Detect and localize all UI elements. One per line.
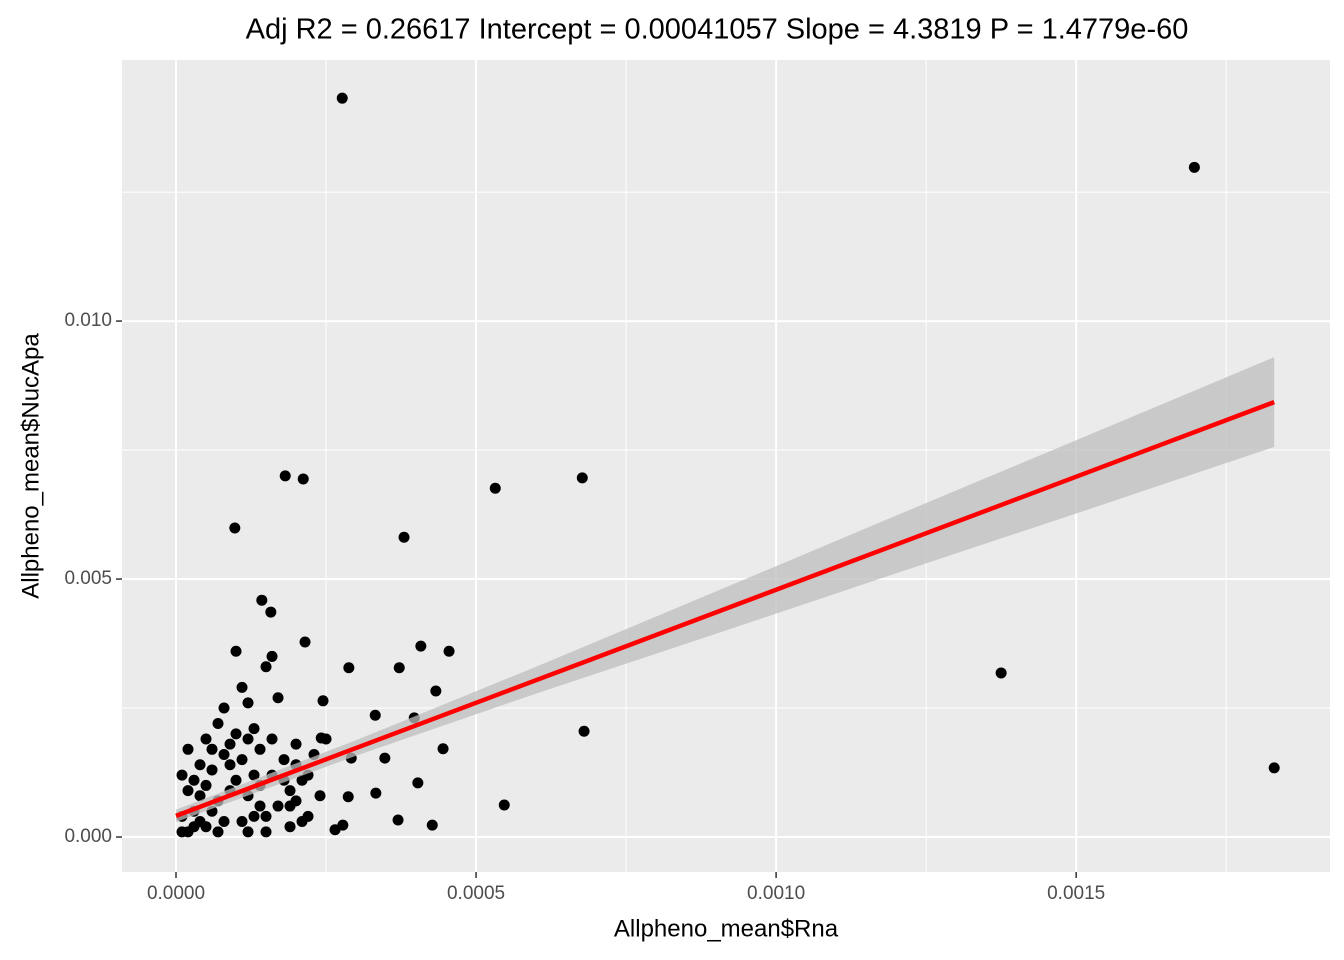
point [297,473,309,485]
point [260,810,272,822]
x-tick-label: 0.0000 [147,883,205,904]
point [218,816,230,828]
point [256,594,268,606]
point [279,470,291,482]
point [299,636,311,648]
point [398,531,410,543]
point [242,826,254,838]
point [314,790,326,802]
point [248,810,260,822]
chart-title: Adj R2 = 0.26617 Intercept = 0.00041057 … [246,14,1189,46]
regression-line [175,399,1275,818]
point [290,738,302,750]
point [412,777,424,789]
point [995,667,1007,679]
point [254,800,266,812]
point [1268,762,1280,774]
point [242,733,254,745]
point [369,709,381,721]
point [266,650,278,662]
y-tick-label: 0.000 [64,826,112,847]
point [230,728,242,740]
y-tick-label: 0.010 [64,310,112,331]
point [284,800,296,812]
point [182,785,194,797]
y-tick-label: 0.005 [64,568,112,589]
point [329,824,341,836]
point [272,800,284,812]
point [188,774,200,786]
point [224,738,236,750]
point [212,826,224,838]
point [194,816,206,828]
point [230,645,242,657]
point [176,826,188,838]
point [218,748,230,760]
point [248,769,260,781]
point [218,702,230,714]
point [194,759,206,771]
point [229,522,241,534]
point [236,754,248,766]
point [430,685,442,697]
point [342,791,354,803]
point [336,92,348,104]
point [265,606,277,618]
x-tick-label: 0.0010 [747,883,805,904]
point [236,681,248,693]
x-axis-title: Allpheno_mean$Rna [614,915,839,942]
point [206,743,218,755]
point [489,482,501,494]
point [443,645,455,657]
y-axis-title: Allpheno_mean$NucApa [17,333,44,599]
point [576,472,588,484]
point [260,661,272,673]
x-tick-label: 0.0015 [1047,883,1105,904]
point [343,662,355,674]
point [498,799,510,811]
point [242,697,254,709]
point [284,821,296,833]
point [578,725,590,737]
point [176,769,188,781]
x-tick-label: 0.0005 [447,883,505,904]
point [200,779,212,791]
point [236,816,248,828]
point [224,759,236,771]
point [415,640,427,652]
point [266,733,278,745]
point [379,752,391,764]
point [437,743,449,755]
point [230,774,242,786]
point [260,826,272,838]
point [278,754,290,766]
point [254,743,266,755]
confidence-band [176,357,1275,823]
point [370,787,382,799]
point [200,733,212,745]
point [272,692,284,704]
point [212,718,224,730]
point [393,662,405,674]
point [182,743,194,755]
point [320,733,332,745]
point [206,764,218,776]
point [194,790,206,802]
point [426,819,438,831]
point [392,814,404,826]
point [317,695,329,707]
point [296,816,308,828]
point [284,785,296,797]
point [1188,161,1200,173]
point [248,723,260,735]
